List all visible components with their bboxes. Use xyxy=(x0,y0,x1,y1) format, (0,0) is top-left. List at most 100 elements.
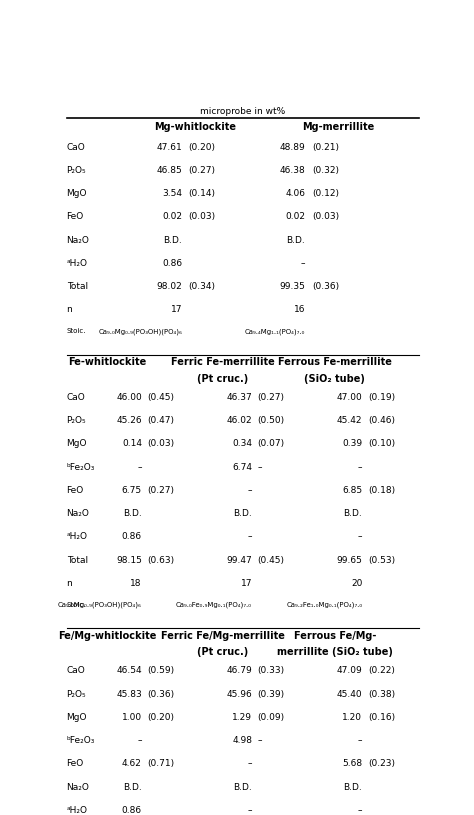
Text: –: – xyxy=(137,463,142,472)
Text: (0.20): (0.20) xyxy=(188,143,215,152)
Text: Ca₉.₀Fe₀.₉Mg₀.₁(PO₄)₇.₀: Ca₉.₀Fe₀.₉Mg₀.₁(PO₄)₇.₀ xyxy=(176,602,252,609)
Text: Ferrous Fe/Mg-: Ferrous Fe/Mg- xyxy=(293,631,376,641)
Text: Ca₉.₀Mg₀.₉(PO₃OH)(PO₄)₆: Ca₉.₀Mg₀.₉(PO₃OH)(PO₄)₆ xyxy=(58,602,142,609)
Text: (0.27): (0.27) xyxy=(188,166,215,175)
Text: (0.36): (0.36) xyxy=(147,689,174,698)
Text: –: – xyxy=(247,760,252,769)
Text: (0.20): (0.20) xyxy=(147,713,174,722)
Text: 1.00: 1.00 xyxy=(122,713,142,722)
Text: (0.03): (0.03) xyxy=(313,213,340,222)
Text: Ferrous Fe-merrillite: Ferrous Fe-merrillite xyxy=(278,357,392,368)
Text: (0.53): (0.53) xyxy=(368,556,395,565)
Text: (0.19): (0.19) xyxy=(368,393,395,402)
Text: 17: 17 xyxy=(241,579,252,588)
Text: (0.12): (0.12) xyxy=(313,189,340,198)
Text: –: – xyxy=(247,806,252,815)
Text: (0.21): (0.21) xyxy=(313,143,340,152)
Text: (0.71): (0.71) xyxy=(147,760,174,769)
Text: Ca₉.₀Mg₀.₉(PO₃OH)(PO₄)₆: Ca₉.₀Mg₀.₉(PO₃OH)(PO₄)₆ xyxy=(99,328,182,335)
Text: 20: 20 xyxy=(351,579,362,588)
Text: 99.35: 99.35 xyxy=(280,282,305,291)
Text: 46.37: 46.37 xyxy=(227,393,252,402)
Text: (0.09): (0.09) xyxy=(258,713,285,722)
Text: CaO: CaO xyxy=(66,393,85,402)
Text: B.D.: B.D. xyxy=(233,509,252,518)
Text: (0.03): (0.03) xyxy=(188,213,215,222)
Text: (0.63): (0.63) xyxy=(147,556,174,565)
Text: –: – xyxy=(247,486,252,495)
Text: 16: 16 xyxy=(294,306,305,315)
Text: (0.39): (0.39) xyxy=(258,689,285,698)
Text: –: – xyxy=(358,532,362,541)
Text: Na₂O: Na₂O xyxy=(66,509,90,518)
Text: 46.02: 46.02 xyxy=(227,416,252,425)
Text: n: n xyxy=(66,579,73,588)
Text: 0.34: 0.34 xyxy=(232,439,252,448)
Text: 46.00: 46.00 xyxy=(116,393,142,402)
Text: MgO: MgO xyxy=(66,713,87,722)
Text: Stoic.: Stoic. xyxy=(66,602,86,608)
Text: microprobe in wt%: microprobe in wt% xyxy=(201,107,285,116)
Text: FeO: FeO xyxy=(66,486,84,495)
Text: Na₂O: Na₂O xyxy=(66,236,90,244)
Text: Ca₉.₄Mg₁.₁(PO₄)₇.₀: Ca₉.₄Mg₁.₁(PO₄)₇.₀ xyxy=(245,328,305,335)
Text: 47.61: 47.61 xyxy=(156,143,182,152)
Text: 45.83: 45.83 xyxy=(116,689,142,698)
Text: (0.47): (0.47) xyxy=(147,416,174,425)
Text: ᵃH₂O: ᵃH₂O xyxy=(66,806,88,815)
Text: 45.40: 45.40 xyxy=(337,689,362,698)
Text: 46.38: 46.38 xyxy=(280,166,305,175)
Text: (0.36): (0.36) xyxy=(313,282,340,291)
Text: –: – xyxy=(358,736,362,745)
Text: 0.02: 0.02 xyxy=(162,213,182,222)
Text: (0.50): (0.50) xyxy=(258,416,285,425)
Text: ᵃH₂O: ᵃH₂O xyxy=(66,532,88,541)
Text: CaO: CaO xyxy=(66,667,85,676)
Text: 4.06: 4.06 xyxy=(285,189,305,198)
Text: (0.10): (0.10) xyxy=(368,439,395,448)
Text: (0.18): (0.18) xyxy=(368,486,395,495)
Text: n: n xyxy=(66,306,73,315)
Text: (0.27): (0.27) xyxy=(147,486,174,495)
Text: 45.96: 45.96 xyxy=(227,689,252,698)
Text: (0.33): (0.33) xyxy=(258,667,285,676)
Text: (0.45): (0.45) xyxy=(147,393,174,402)
Text: P₂O₅: P₂O₅ xyxy=(66,166,86,175)
Text: 46.85: 46.85 xyxy=(156,166,182,175)
Text: –: – xyxy=(301,259,305,268)
Text: Ca₉.₂Fe₁.₀Mg₀.₁(PO₄)₇.₀: Ca₉.₂Fe₁.₀Mg₀.₁(PO₄)₇.₀ xyxy=(286,602,362,609)
Text: (SiO₂ tube): (SiO₂ tube) xyxy=(304,374,365,384)
Text: Na₂O: Na₂O xyxy=(66,782,90,791)
Text: B.D.: B.D. xyxy=(287,236,305,244)
Text: (0.38): (0.38) xyxy=(368,689,395,698)
Text: (0.16): (0.16) xyxy=(368,713,395,722)
Text: 99.47: 99.47 xyxy=(227,556,252,565)
Text: –: – xyxy=(137,736,142,745)
Text: 46.54: 46.54 xyxy=(116,667,142,676)
Text: 48.89: 48.89 xyxy=(280,143,305,152)
Text: P₂O₅: P₂O₅ xyxy=(66,416,86,425)
Text: –: – xyxy=(258,463,262,472)
Text: MgO: MgO xyxy=(66,189,87,198)
Text: (0.23): (0.23) xyxy=(368,760,395,769)
Text: (0.03): (0.03) xyxy=(147,439,174,448)
Text: (0.45): (0.45) xyxy=(258,556,284,565)
Text: –: – xyxy=(247,532,252,541)
Text: 0.86: 0.86 xyxy=(162,259,182,268)
Text: Total: Total xyxy=(66,282,88,291)
Text: Stoic.: Stoic. xyxy=(66,328,86,334)
Text: Fe/Mg-whitlockite: Fe/Mg-whitlockite xyxy=(58,631,156,641)
Text: (0.59): (0.59) xyxy=(147,667,174,676)
Text: (0.27): (0.27) xyxy=(258,393,284,402)
Text: 17: 17 xyxy=(171,306,182,315)
Text: (0.07): (0.07) xyxy=(258,439,285,448)
Text: 4.98: 4.98 xyxy=(232,736,252,745)
Text: B.D.: B.D. xyxy=(123,782,142,791)
Text: –: – xyxy=(358,806,362,815)
Text: 6.74: 6.74 xyxy=(232,463,252,472)
Text: 98.02: 98.02 xyxy=(156,282,182,291)
Text: 98.15: 98.15 xyxy=(116,556,142,565)
Text: (0.32): (0.32) xyxy=(313,166,340,175)
Text: B.D.: B.D. xyxy=(344,509,362,518)
Text: 6.85: 6.85 xyxy=(342,486,362,495)
